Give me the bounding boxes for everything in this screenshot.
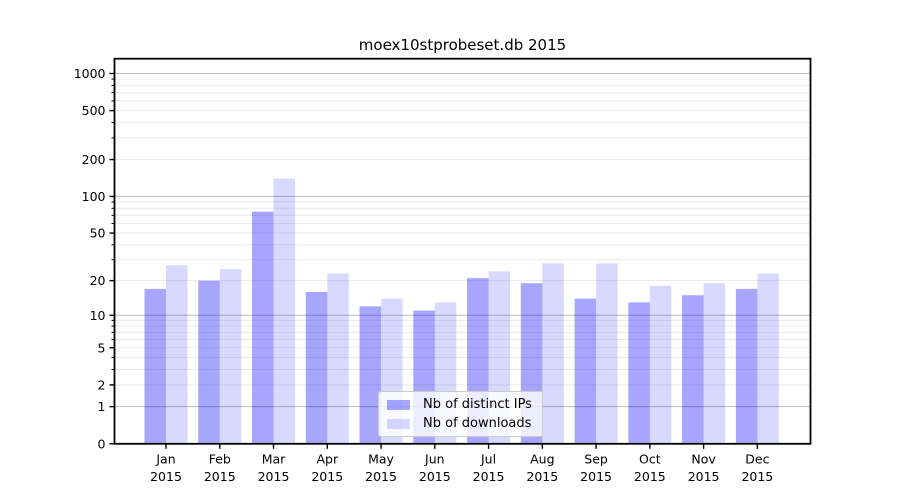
y-tick-label: 50 xyxy=(90,226,106,241)
bar-ips-apr xyxy=(305,291,328,444)
x-tick-label-month: Dec xyxy=(745,451,769,466)
bar-ips-mar xyxy=(252,211,274,444)
x-tick-label-month: Jan xyxy=(155,451,175,466)
y-tick-label: 500 xyxy=(82,103,106,118)
y-tick-label: 5 xyxy=(98,340,106,355)
bar-ips-feb xyxy=(198,280,220,444)
x-tick-label-year: 2015 xyxy=(634,469,666,484)
y-tick-label: 1 xyxy=(98,399,106,414)
bar-ips-oct xyxy=(628,302,650,444)
x-tick-label-month: Oct xyxy=(639,451,661,466)
chart-title: moex10stprobeset.db 2015 xyxy=(358,36,567,54)
bar-ips-jan xyxy=(144,288,166,444)
x-tick-label-month: Apr xyxy=(316,451,338,466)
x-tick-label-year: 2015 xyxy=(419,469,451,484)
x-tick-label-year: 2015 xyxy=(311,469,343,484)
legend-swatch-downloads-icon xyxy=(387,418,410,429)
x-tick-label-year: 2015 xyxy=(204,469,236,484)
x-tick-label-month: Jul xyxy=(480,451,496,466)
bar-downloads-dec xyxy=(757,273,779,444)
bar-downloads-sep xyxy=(596,263,618,444)
bar-downloads-aug xyxy=(542,263,564,444)
y-tick-label: 1000 xyxy=(74,66,106,81)
plot-border xyxy=(113,57,812,445)
y-tick-label: 2 xyxy=(98,377,106,392)
bar-downloads-jan xyxy=(166,265,188,444)
bar-downloads-apr xyxy=(327,273,349,444)
y-tick-label: 100 xyxy=(82,189,106,204)
y-tick-label: 20 xyxy=(90,273,106,288)
x-tick-label-year: 2015 xyxy=(526,469,558,484)
legend-label-downloads: Nb of downloads xyxy=(423,416,532,431)
bar-ips-dec xyxy=(735,288,758,444)
legend-item-downloads: Nb of downloads xyxy=(387,415,532,432)
x-tick-label-month: May xyxy=(368,451,394,466)
bar-ips-may xyxy=(359,306,382,444)
bar-ips-nov xyxy=(682,295,704,444)
x-tick-label-year: 2015 xyxy=(473,469,505,484)
x-tick-label-month: Nov xyxy=(691,451,716,466)
x-tick-label-month: Jun xyxy=(424,451,445,466)
legend: Nb of distinct IPs Nb of downloads xyxy=(378,391,543,437)
x-tick-label-year: 2015 xyxy=(688,469,720,484)
bar-ips-sep xyxy=(574,298,597,444)
y-tick-label: 10 xyxy=(90,308,106,323)
bar-downloads-feb xyxy=(219,269,242,444)
x-tick-label-year: 2015 xyxy=(365,469,397,484)
x-tick-label-year: 2015 xyxy=(580,469,612,484)
x-tick-label-year: 2015 xyxy=(741,469,773,484)
x-tick-label-year: 2015 xyxy=(150,469,182,484)
bar-downloads-oct xyxy=(649,285,672,444)
legend-swatch-distinct-ips-icon xyxy=(387,399,410,410)
y-tick-label: 200 xyxy=(82,152,106,167)
legend-label-distinct-ips: Nb of distinct IPs xyxy=(423,397,532,412)
x-tick-label-month: Aug xyxy=(530,451,554,466)
x-tick-label-year: 2015 xyxy=(258,469,290,484)
bar-downloads-mar xyxy=(273,178,296,444)
bar-downloads-nov xyxy=(703,283,726,444)
y-tick-label: 0 xyxy=(98,436,106,451)
x-tick-label-month: Feb xyxy=(209,451,231,466)
x-tick-label-month: Sep xyxy=(584,451,608,466)
x-tick-label-month: Mar xyxy=(262,451,286,466)
legend-item-distinct-ips: Nb of distinct IPs xyxy=(387,396,532,413)
